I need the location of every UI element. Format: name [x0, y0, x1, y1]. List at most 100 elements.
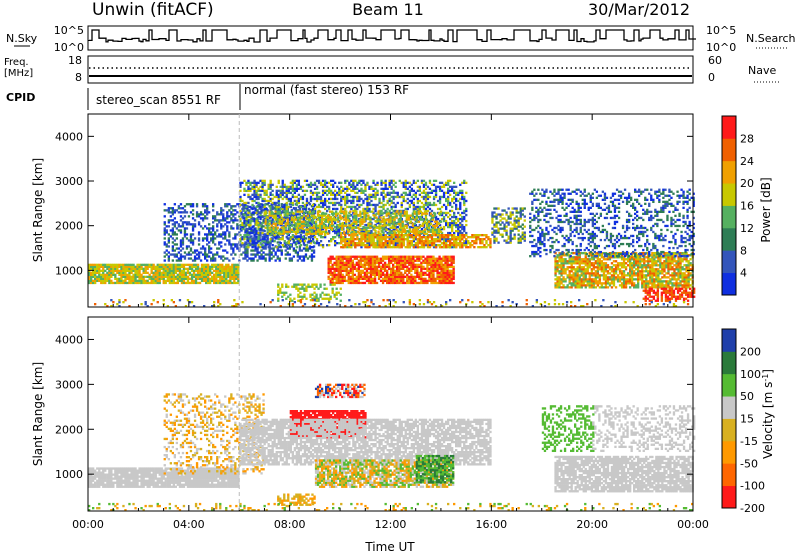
power-cell: [266, 203, 269, 206]
power-cell: [243, 187, 246, 191]
power-cell: [317, 242, 321, 245]
power-cell: [457, 238, 460, 241]
power-cell: [116, 269, 119, 273]
power-cell: [282, 211, 285, 214]
power-cell: [205, 275, 208, 279]
power-cell: [317, 205, 321, 209]
power-cell: [432, 195, 436, 199]
power-cell: [280, 249, 283, 252]
power-cell: [436, 217, 440, 221]
power-cell: [359, 281, 363, 285]
power-cell: [351, 279, 355, 283]
power-cell: [160, 275, 163, 279]
power-cell: [367, 277, 371, 281]
power-cell: [204, 247, 207, 250]
power-cell: [426, 242, 430, 245]
power-cell: [259, 242, 262, 245]
power-cell: [363, 281, 367, 285]
power-cell: [335, 212, 338, 215]
power-cell: [409, 220, 413, 223]
power-cell: [408, 269, 411, 273]
power-cell: [277, 179, 280, 183]
power-cell: [226, 227, 229, 230]
power-cell: [138, 275, 141, 279]
power-cell: [357, 259, 361, 262]
power-cell: [261, 221, 264, 225]
power-cell: [233, 277, 236, 281]
power-cell: [377, 273, 381, 277]
power-cell: [209, 281, 212, 285]
power-cell: [396, 273, 399, 277]
power-cell: [246, 251, 249, 254]
power-cell: [276, 249, 279, 252]
power-cell: [287, 205, 291, 209]
power-cell: [256, 249, 259, 252]
power-cell: [457, 207, 460, 211]
power-cell: [341, 228, 344, 231]
power-cell: [417, 220, 421, 223]
power-cell: [236, 203, 239, 206]
power-cell: [471, 244, 474, 247]
power-cell: [337, 226, 340, 229]
power-cell: [429, 212, 433, 215]
power-cell: [271, 217, 274, 221]
power-cell: [299, 205, 303, 209]
power-cell: [406, 244, 409, 247]
power-cell: [266, 224, 269, 227]
power-cell: [429, 230, 433, 233]
power-cell: [381, 228, 384, 231]
power-cell: [277, 181, 280, 185]
power-cell: [346, 179, 349, 183]
power-cell: [445, 223, 448, 227]
power-cell: [428, 203, 432, 207]
power-cell: [216, 229, 219, 232]
power-cell: [370, 238, 373, 241]
power-cell: [286, 212, 289, 215]
power-cell: [344, 236, 347, 239]
power-cell: [473, 242, 476, 245]
power-cell: [340, 238, 343, 241]
power-cell: [245, 201, 248, 205]
power-cell: [190, 267, 194, 271]
power-cell: [292, 255, 296, 258]
power-cell: [221, 277, 224, 281]
power-cell: [434, 195, 438, 199]
power-cell: [272, 230, 275, 233]
power-cell: [171, 211, 175, 214]
power-cell: [150, 269, 153, 273]
power-cell: [449, 242, 452, 245]
power-cell: [122, 263, 125, 267]
power-cell: [381, 224, 384, 227]
power-cell: [291, 187, 295, 191]
power-cell: [281, 189, 284, 193]
power-cell: [100, 281, 103, 285]
power-cell: [339, 216, 342, 219]
power-cell: [177, 229, 181, 232]
power-cell: [191, 217, 195, 220]
power-cell: [358, 240, 361, 243]
power-cell: [235, 269, 238, 273]
power-cell: [372, 217, 375, 221]
power-cell: [340, 234, 343, 237]
power-cell: [434, 217, 438, 221]
power-cell: [363, 271, 367, 275]
power-cell: [274, 226, 277, 229]
power-cell: [341, 210, 344, 213]
power-cell: [128, 279, 131, 283]
power-cell: [351, 275, 355, 279]
power-cell: [191, 223, 195, 226]
power-cell: [455, 205, 458, 209]
power-cell: [251, 240, 254, 243]
power-cell: [134, 273, 137, 277]
power-cell: [251, 238, 254, 241]
power-cell: [327, 257, 330, 260]
power-cell: [347, 216, 350, 219]
power-cell: [324, 191, 327, 195]
power-cell: [317, 234, 321, 237]
power-cell: [366, 207, 369, 211]
power-cell: [156, 281, 159, 285]
power-cell: [337, 281, 340, 285]
power-cell: [310, 232, 314, 235]
power-cell: [459, 246, 462, 249]
power-cell: [205, 269, 208, 273]
